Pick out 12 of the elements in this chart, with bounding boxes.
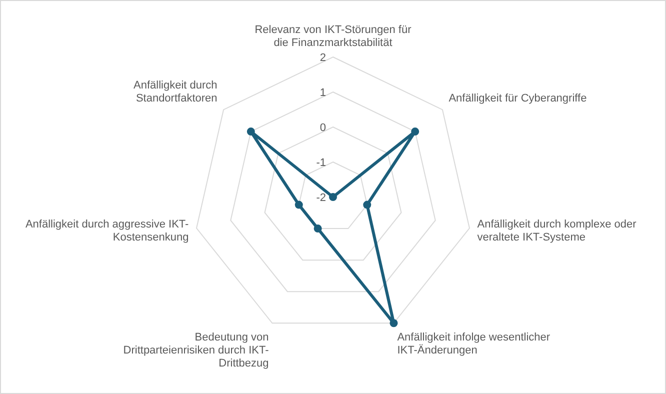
y-tick-label: 0 [320,122,326,134]
spoke-label: Anfälligkeit infolge wesentlicher IKT-Änderungen [397,331,550,356]
spoke-label: Anfälligkeit für Cyberangriffe [448,92,587,105]
y-tick-label: -2 [316,192,326,204]
spoke-label: Anfälligkeit durch aggressive IKT- Kostensenkung [25,218,190,244]
y-tick-label: -1 [316,157,326,169]
spoke-label: Anfälligkeit durch komplexe oder veraltete IKT-Systeme [477,218,637,244]
spoke-label: Relevanz von IKT-Störungen für die Finanzmarktstabilität [254,24,412,49]
y-tick-label: 1 [320,87,326,99]
y-tick-label: 2 [320,52,326,64]
spoke-label: Bedeutung von Drittparteienrisiken durch IKT- Drittbezug [123,331,270,370]
spoke-label: Anfälligkeit durch Standortfaktoren [134,80,218,105]
